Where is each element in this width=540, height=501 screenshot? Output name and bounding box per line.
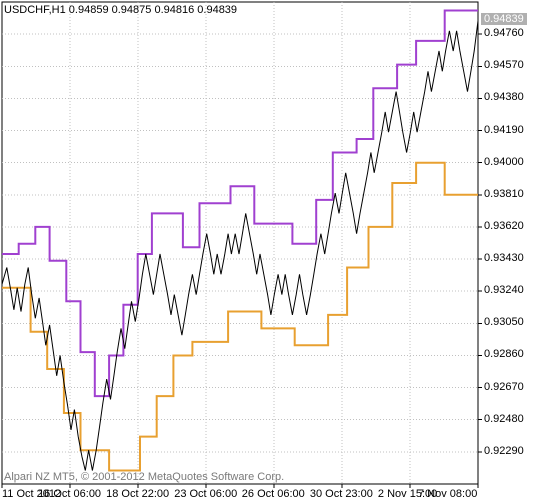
y-tick-label: 0.93620	[484, 220, 524, 232]
x-tick-label: 23 Oct 06:00	[174, 488, 237, 500]
x-tick-label: 16 Oct 06:00	[38, 488, 101, 500]
last-price-badge: 0.94839	[481, 13, 527, 25]
y-tick-label: 0.92290	[484, 445, 524, 457]
y-tick-label: 0.93050	[484, 316, 524, 328]
y-tick-label: 0.92480	[484, 413, 524, 425]
y-tick-label: 0.93810	[484, 188, 524, 200]
chart-svg	[0, 0, 540, 501]
chart-header: USDCHF,H1 0.94859 0.94875 0.94816 0.9483…	[4, 4, 237, 16]
price-c: 0.94839	[197, 4, 237, 16]
symbol-label: USDCHF,H1	[4, 4, 66, 16]
y-tick-label: 0.94000	[484, 156, 524, 168]
y-tick-label: 0.94570	[484, 59, 524, 71]
x-tick-label: 18 Oct 22:00	[106, 488, 169, 500]
y-tick-label: 0.93240	[484, 284, 524, 296]
y-tick-label: 0.92670	[484, 381, 524, 393]
chart-container: USDCHF,H1 0.94859 0.94875 0.94816 0.9483…	[0, 0, 540, 501]
chart-footer: Alpari NZ MT5, © 2001-2012 MetaQuotes So…	[4, 471, 284, 483]
y-tick-label: 0.92860	[484, 348, 524, 360]
price-h: 0.94875	[112, 4, 152, 16]
x-tick-label: 26 Oct 06:00	[242, 488, 305, 500]
y-tick-label: 0.93430	[484, 252, 524, 264]
x-tick-label: 7 Nov 08:00	[418, 488, 477, 500]
y-tick-label: 0.94760	[484, 27, 524, 39]
price-l: 0.94816	[154, 4, 194, 16]
y-tick-label: 0.94380	[484, 91, 524, 103]
price-o: 0.94859	[69, 4, 109, 16]
x-tick-label: 30 Oct 23:00	[310, 488, 373, 500]
y-tick-label: 0.94190	[484, 124, 524, 136]
